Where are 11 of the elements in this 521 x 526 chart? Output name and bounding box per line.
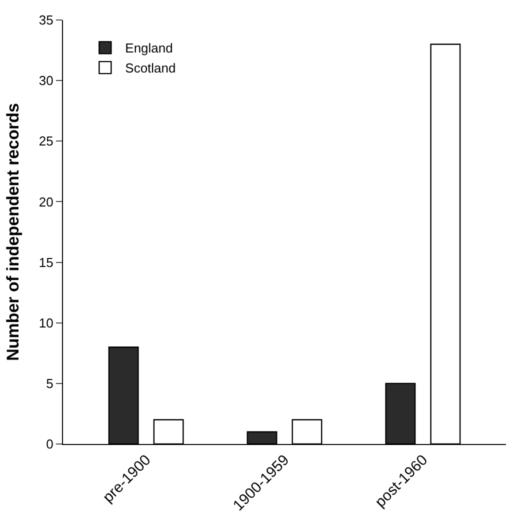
legend-label: Scotland <box>125 60 176 76</box>
y-tick-label: 20 <box>38 194 54 210</box>
y-tick-label: 35 <box>38 12 54 28</box>
y-tick-label: 15 <box>38 254 54 270</box>
y-tick-label: 30 <box>38 73 54 88</box>
y-tick-label: 5 <box>46 376 54 391</box>
y-tick-label: 25 <box>38 134 54 149</box>
y-axis-title: Number of independent records <box>3 103 22 361</box>
y-tick-label: 10 <box>38 315 54 330</box>
legend-label: England <box>125 40 173 56</box>
y-tick-label: 0 <box>46 436 54 452</box>
